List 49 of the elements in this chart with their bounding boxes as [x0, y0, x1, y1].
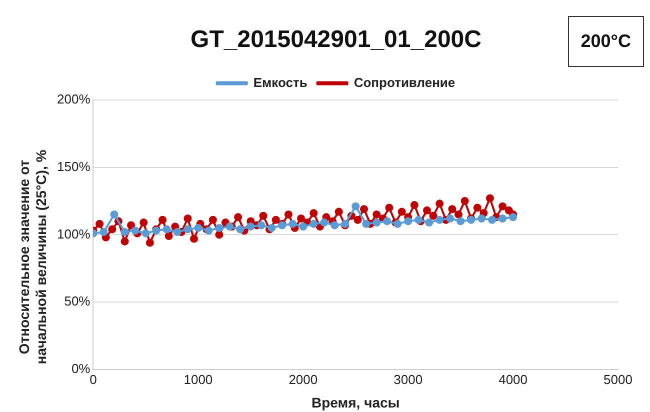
y-tick-label: 200%: [57, 91, 91, 106]
point: [498, 214, 507, 223]
x-tick-label: 2000: [288, 372, 318, 387]
x-tick-label: 5000: [604, 372, 632, 387]
point: [236, 225, 244, 234]
point: [436, 216, 444, 224]
x-tick-label: 4000: [498, 372, 528, 387]
point: [110, 210, 118, 218]
point: [456, 217, 465, 226]
point: [425, 218, 434, 227]
y-tick-label: 0%: [71, 361, 91, 376]
point: [288, 220, 297, 228]
point: [404, 217, 412, 226]
point: [194, 224, 202, 232]
y-tick-label: 150%: [57, 158, 91, 174]
point: [372, 218, 381, 227]
point: [362, 220, 370, 228]
y-axis-title: Относительное значение от начальной величины (25°C), %: [16, 148, 50, 366]
point: [142, 229, 150, 238]
point: [446, 214, 454, 223]
point: [215, 224, 224, 232]
point: [299, 222, 308, 231]
text: 200°C: [568, 16, 644, 67]
x-axis-title: Время, часы: [312, 394, 400, 410]
legend-label: Сопротивление: [354, 74, 456, 90]
x-tick-label: 1000: [184, 372, 213, 387]
chart-title: GT_2015042901_01_200C: [190, 26, 482, 54]
point: [488, 216, 496, 224]
point: [131, 226, 140, 235]
y-tick-label: 50%: [64, 294, 91, 309]
point: [478, 214, 486, 223]
point: [184, 225, 192, 234]
point: [257, 221, 266, 230]
point: [394, 220, 402, 228]
point: [100, 228, 108, 236]
point: [173, 228, 182, 236]
point: [320, 218, 328, 227]
point: [246, 222, 255, 231]
point: [162, 225, 171, 234]
legend-label: Емкость: [253, 74, 308, 90]
point: [352, 202, 360, 210]
point: [330, 221, 339, 230]
x-tick-label: 0: [90, 372, 97, 387]
point: [120, 228, 129, 236]
x-tick-label: 3000: [394, 372, 423, 387]
y-tick-label: 100%: [57, 226, 91, 242]
point: [310, 220, 318, 228]
point: [509, 213, 518, 222]
point: [383, 217, 392, 226]
